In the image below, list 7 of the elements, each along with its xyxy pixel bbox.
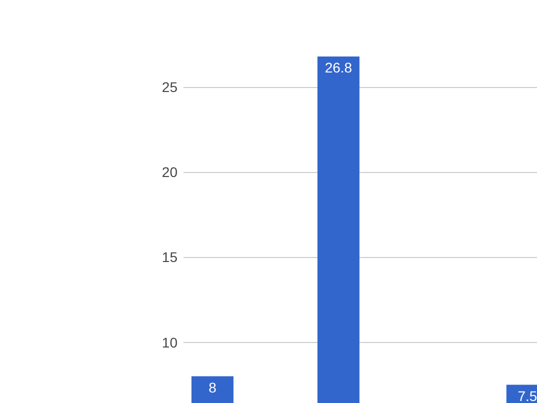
y-tick-label: 20 xyxy=(162,164,178,180)
y-tick-label: 10 xyxy=(162,334,178,350)
data-label: 7.5 xyxy=(518,388,537,403)
y-tick-label: 25 xyxy=(162,79,178,96)
data-label: 26.8 xyxy=(324,60,352,76)
y-tick-label: 15 xyxy=(162,249,178,266)
data-label: 8 xyxy=(208,379,217,396)
